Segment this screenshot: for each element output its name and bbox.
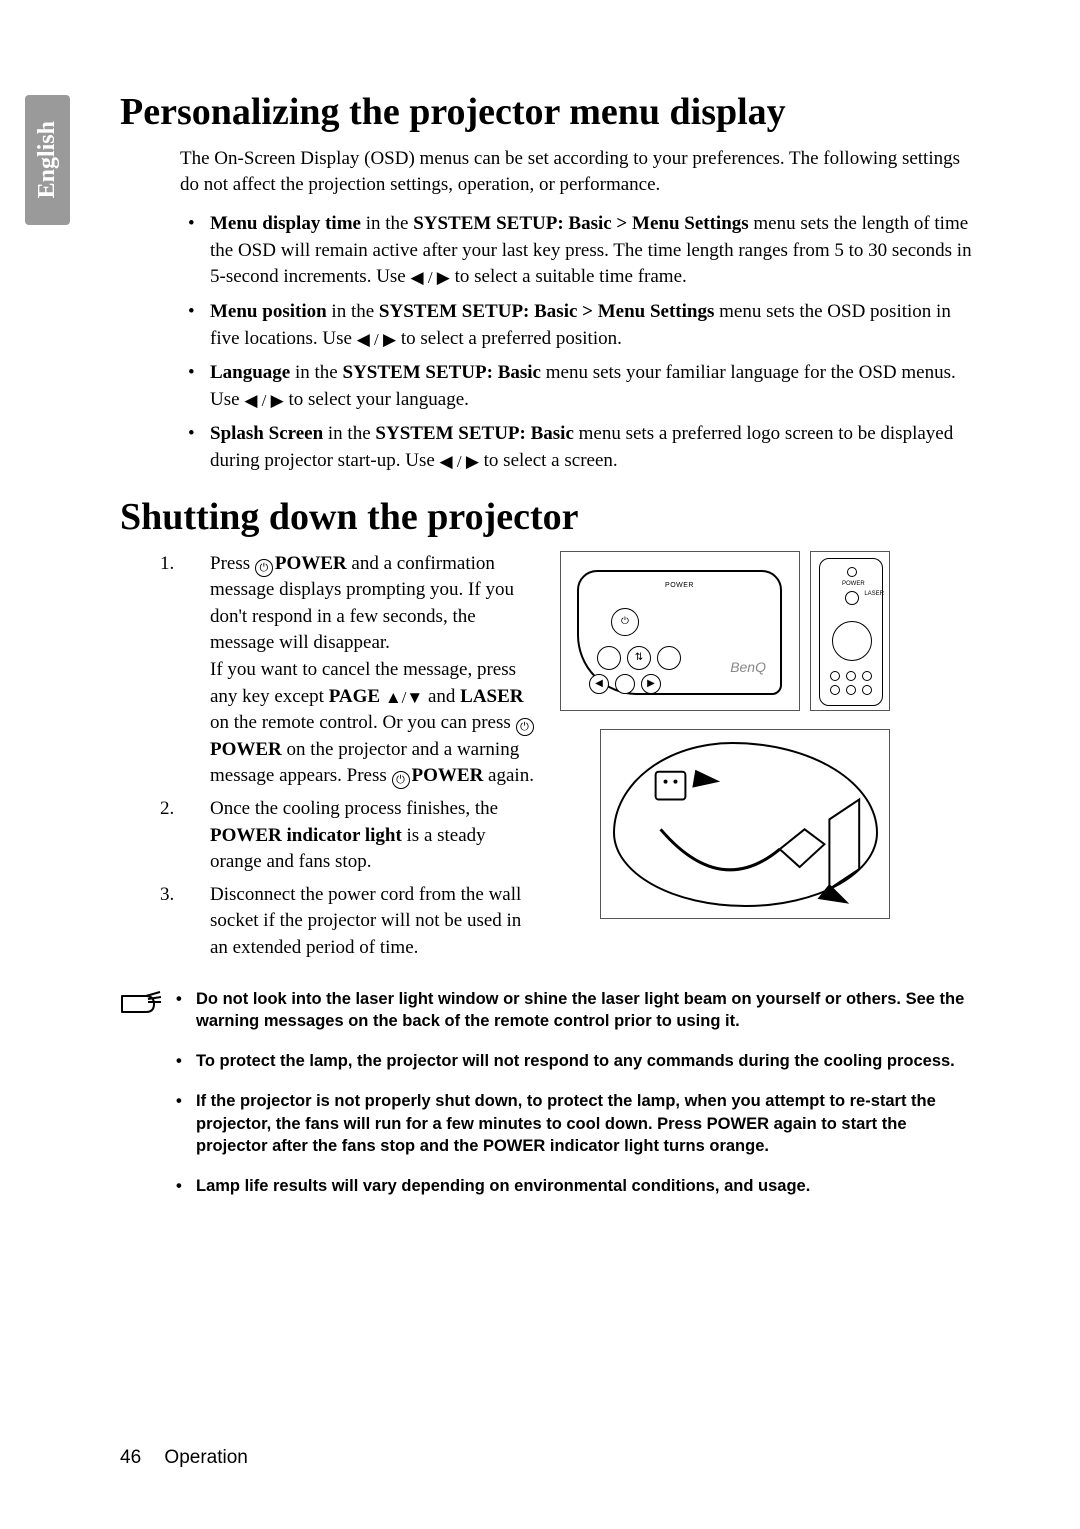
figure-remote-power-label: POWER bbox=[842, 581, 865, 587]
page-footer: 46 Operation bbox=[120, 1447, 248, 1469]
language-tab-label: English bbox=[34, 121, 61, 198]
figure-button-icon bbox=[615, 674, 635, 694]
warning-restart: If the projector is not properly shut do… bbox=[174, 1090, 980, 1157]
page-number: 46 bbox=[120, 1447, 141, 1468]
bullet-menu-position: Menu position in the SYSTEM SETUP: Basic… bbox=[180, 299, 980, 352]
bullet-splash-screen: Splash Screen in the SYSTEM SETUP: Basic… bbox=[180, 421, 980, 474]
left-right-arrows-icon: ◀ / ▶ bbox=[411, 268, 450, 287]
power-icon: ⏻ bbox=[392, 771, 410, 789]
warning-cooling: To protect the lamp, the projector will … bbox=[174, 1050, 980, 1072]
left-right-arrows-icon: ◀ / ▶ bbox=[357, 330, 396, 349]
settings-bullet-list: Menu display time in the SYSTEM SETUP: B… bbox=[180, 211, 980, 474]
shutdown-steps-list: Press ⏻POWER and a confirmation message … bbox=[142, 551, 542, 962]
figure-unplug-drawing-icon bbox=[601, 730, 889, 919]
figure-button-icon: ⇅ bbox=[627, 646, 651, 670]
figure-unplug bbox=[600, 729, 890, 919]
figure-power-button-icon: ⏻ bbox=[611, 608, 639, 636]
heading-shutting-down: Shutting down the projector bbox=[120, 495, 980, 539]
figure-button-icon bbox=[597, 646, 621, 670]
figure-remote-led-icon bbox=[847, 567, 857, 577]
figure-button-icon bbox=[657, 646, 681, 670]
warning-laser: Do not look into the laser light window … bbox=[174, 988, 980, 1033]
step-3: Disconnect the power cord from the wall … bbox=[142, 882, 542, 962]
heading-personalizing: Personalizing the projector menu display bbox=[120, 90, 980, 134]
figure-remote-power-icon bbox=[845, 591, 859, 605]
step-1: Press ⏻POWER and a confirmation message … bbox=[142, 551, 542, 790]
shutdown-section: Press ⏻POWER and a confirmation message … bbox=[142, 551, 980, 968]
section-name: Operation bbox=[164, 1447, 247, 1468]
up-down-arrows-icon: ▲/▼ bbox=[385, 688, 423, 707]
note-hand-icon bbox=[120, 988, 162, 1216]
power-icon: ⏻ bbox=[516, 718, 534, 736]
figure-power-label: POWER bbox=[665, 582, 694, 589]
figures-column: POWER ⏻ ⇅ ◀ ▶ BenQ POWER LASER bbox=[560, 551, 980, 968]
power-icon: ⏻ bbox=[255, 559, 273, 577]
left-right-arrows-icon: ◀ / ▶ bbox=[244, 391, 283, 410]
figure-button-icon: ◀ bbox=[589, 674, 609, 694]
figure-brand-label: BenQ bbox=[730, 659, 766, 675]
figure-remote-laser-label: LASER bbox=[864, 591, 884, 597]
left-right-arrows-icon: ◀ / ▶ bbox=[440, 452, 479, 471]
warning-bullet-list: Do not look into the laser light window … bbox=[174, 988, 980, 1216]
step-2: Once the cooling process finishes, the P… bbox=[142, 796, 542, 876]
intro-paragraph: The On-Screen Display (OSD) menus can be… bbox=[180, 146, 980, 197]
warning-lamp-life: Lamp life results will vary depending on… bbox=[174, 1175, 980, 1197]
shutdown-steps-column: Press ⏻POWER and a confirmation message … bbox=[142, 551, 542, 968]
bullet-menu-display-time: Menu display time in the SYSTEM SETUP: B… bbox=[180, 211, 980, 291]
figure-projector-top: POWER ⏻ ⇅ ◀ ▶ BenQ bbox=[560, 551, 800, 711]
figure-button-icon: ▶ bbox=[641, 674, 661, 694]
bullet-language: Language in the SYSTEM SETUP: Basic menu… bbox=[180, 360, 980, 413]
figure-remote: POWER LASER bbox=[810, 551, 890, 711]
figure-remote-dpad-icon bbox=[832, 621, 872, 661]
language-tab: English bbox=[25, 95, 70, 225]
warning-block: Do not look into the laser light window … bbox=[120, 988, 980, 1216]
